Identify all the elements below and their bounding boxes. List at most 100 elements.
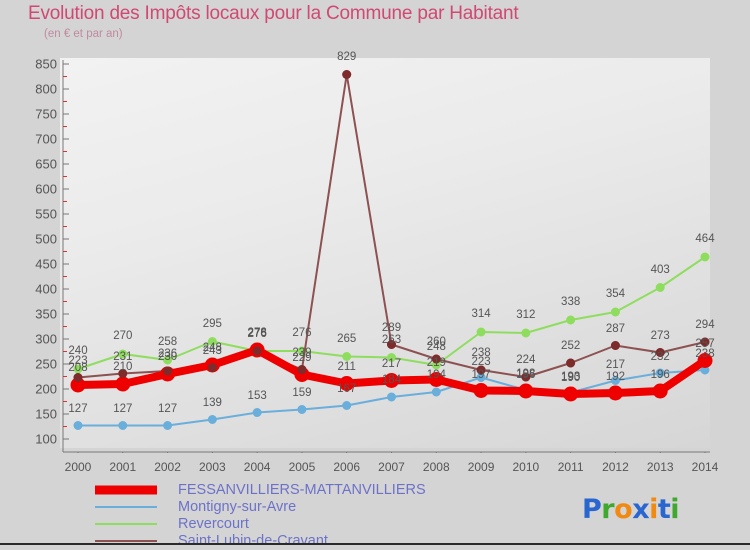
data-label: 314: [471, 308, 491, 320]
logo-letter: x: [632, 494, 650, 525]
legend-item[interactable]: Montigny-sur-Avre: [60, 498, 510, 515]
data-label: 276: [247, 328, 267, 340]
x-tick-label: 2011: [557, 460, 584, 474]
y-tick-label: 600: [35, 181, 57, 197]
data-label: 192: [605, 371, 626, 383]
legend-item[interactable]: Revercourt: [60, 515, 510, 532]
data-label: 231: [113, 350, 133, 363]
x-tick-label: 2010: [512, 460, 540, 474]
data-label: 240: [68, 345, 88, 357]
data-label: 258: [157, 336, 178, 348]
legend-swatch: [95, 539, 157, 542]
x-tick-label: 2009: [467, 460, 495, 474]
data-label: 276: [247, 327, 267, 339]
data-label: 167: [337, 382, 357, 395]
legend-label: Saint-Lubin-de-Cravant: [178, 532, 328, 549]
data-label: 294: [695, 319, 715, 331]
x-tick-label: 2001: [109, 460, 137, 474]
data-label: 248: [426, 341, 446, 353]
legend-swatch: [95, 485, 157, 494]
data-label: 265: [337, 332, 357, 345]
y-tick-label: 350: [35, 306, 57, 322]
data-label: 287: [605, 322, 626, 335]
data-label: 239: [292, 346, 312, 359]
x-tick-label: 2000: [64, 460, 92, 474]
data-label: 232: [650, 351, 670, 363]
data-label: 139: [202, 396, 222, 409]
proxiti-logo: Proxiti: [582, 494, 680, 525]
series-line: [70, 342, 713, 402]
data-label: 312: [516, 309, 536, 321]
data-label: 194: [426, 369, 446, 381]
data-label: 273: [650, 329, 670, 342]
legend-label: Montigny-sur-Avre: [178, 498, 297, 515]
logo-letter: o: [614, 494, 633, 525]
data-label: 223: [68, 354, 88, 367]
y-tick-label: 700: [35, 131, 57, 147]
y-tick-label: 450: [35, 256, 57, 272]
data-label: 184: [381, 374, 402, 386]
y-tick-label: 500: [35, 231, 57, 247]
x-tick-label: 2014: [691, 460, 719, 474]
y-tick-label: 100: [35, 431, 57, 447]
series-line: [73, 365, 710, 430]
y-tick-label: 800: [35, 81, 57, 97]
data-label: 260: [426, 336, 446, 348]
data-label: 127: [68, 402, 88, 415]
data-label: 354: [605, 288, 626, 300]
x-tick-label: 2008: [422, 460, 450, 474]
logo-letter: t: [657, 494, 671, 525]
data-label: 217: [605, 358, 626, 371]
x-tick-label: 2004: [243, 460, 271, 474]
x-tick-label: 2002: [154, 460, 181, 474]
chart-plot-area: 100 150 200 250 300 350 400 450 500 550 600 650 700 7…: [35, 51, 750, 475]
legend-swatch: [95, 505, 157, 508]
legend-item[interactable]: FESSANVILLIERS-MATTANVILLIERS: [60, 481, 510, 498]
chart-legend: FESSANVILLIERS-MATTANVILLIERS Montigny-su…: [60, 481, 510, 549]
data-label: 238: [695, 348, 715, 360]
data-label: 217: [381, 357, 402, 370]
page-subtitle: (en € et par an): [44, 28, 123, 40]
data-label: 295: [202, 317, 222, 330]
data-label: 464: [695, 233, 715, 245]
data-label: 289: [381, 321, 402, 334]
logo-letter: P: [582, 494, 602, 525]
data-label: 210: [113, 361, 133, 373]
y-tick-label: 750: [35, 106, 57, 122]
x-tick-label: 2013: [646, 460, 674, 474]
data-label: 230: [157, 351, 178, 363]
data-label: 236: [157, 348, 178, 360]
data-label: 153: [247, 389, 267, 402]
x-tick-label: 2012: [602, 460, 629, 474]
series-markers-saint-lubin: [73, 70, 710, 382]
data-label: 248: [202, 342, 222, 354]
y-tick-label: 850: [35, 56, 57, 72]
data-label: 219: [426, 356, 446, 369]
y-tick-label: 400: [35, 281, 57, 297]
data-label: 193: [561, 370, 581, 383]
data-label: 198: [516, 368, 536, 380]
footer-divider: [0, 543, 750, 545]
data-label: 208: [68, 362, 88, 374]
data-label: 276: [292, 327, 312, 339]
data-label: 338: [561, 296, 581, 308]
y-tick-label: 300: [35, 331, 57, 347]
series-line: [73, 252, 710, 374]
data-label: 229: [292, 351, 312, 364]
y-tick-label: 150: [35, 406, 57, 422]
page-title: Evolution des Impôts locaux pour la Comm…: [28, 3, 519, 24]
legend-item[interactable]: Saint-Lubin-de-Cravant: [60, 532, 510, 549]
legend-label: FESSANVILLIERS-MATTANVILLIERS: [178, 481, 426, 498]
x-tick-label: 2006: [333, 460, 361, 474]
x-tick-label: 2003: [198, 460, 226, 474]
data-label: 196: [650, 369, 670, 381]
x-tick-label: 2005: [288, 460, 316, 474]
data-label: 224: [516, 354, 536, 366]
data-label: 196: [516, 369, 536, 381]
data-label: 829: [337, 50, 357, 63]
data-label: 211: [337, 360, 356, 373]
data-label: 190: [561, 372, 581, 384]
data-label: 252: [561, 340, 581, 352]
y-tick-label: 550: [35, 206, 57, 222]
y-tick-label: 200: [35, 381, 57, 397]
